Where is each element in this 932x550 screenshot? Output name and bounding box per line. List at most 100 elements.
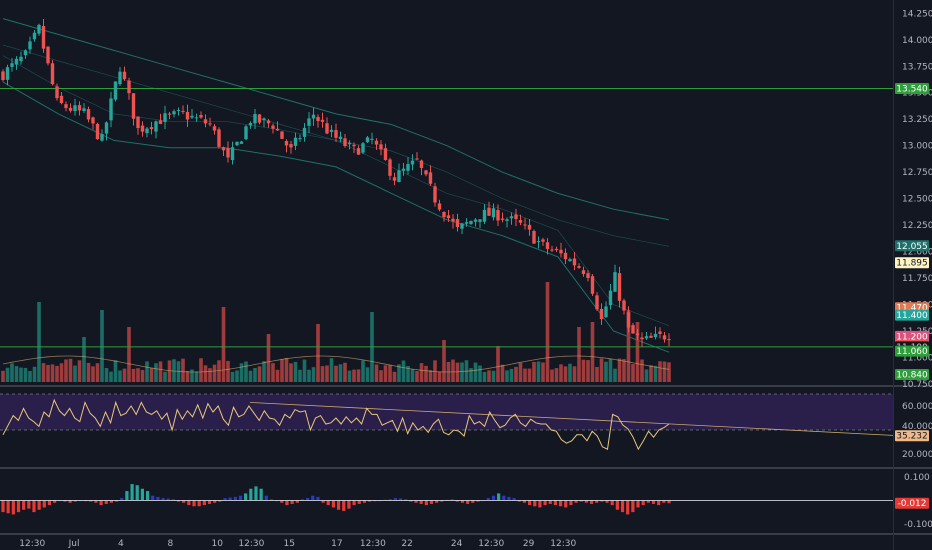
candle <box>545 238 550 255</box>
volume-bar <box>325 365 329 382</box>
candle-body <box>658 331 662 334</box>
price-tick-label: 13.000 <box>902 142 932 152</box>
histogram-bar <box>357 500 361 504</box>
time-tick-label: 12:30 <box>360 539 386 549</box>
volume-bar <box>617 358 622 382</box>
candle-body <box>640 337 644 340</box>
volume-bar <box>167 360 172 382</box>
volume-bar <box>347 370 352 382</box>
histogram-bar <box>662 500 666 503</box>
candle <box>77 101 82 116</box>
histogram-bar <box>47 500 52 506</box>
volume-bar <box>257 366 262 382</box>
bollinger-bands <box>2 18 670 353</box>
rsi-pane[interactable] <box>0 393 894 451</box>
volume-bar <box>455 362 460 382</box>
volume-bar <box>469 368 473 382</box>
histogram-bar <box>367 500 372 502</box>
candle <box>644 331 649 340</box>
volume-bar <box>95 363 100 382</box>
histogram-bar <box>517 500 521 502</box>
rsi-guides <box>0 393 893 431</box>
rsi-trendline[interactable] <box>250 402 894 436</box>
volume-bar <box>100 310 104 382</box>
histogram-bar <box>68 500 72 503</box>
candle <box>316 114 320 128</box>
candle-body <box>59 95 64 103</box>
volume-bar <box>46 364 50 382</box>
volume-average-line <box>2 355 670 373</box>
histogram-bar <box>533 500 537 507</box>
candle-body <box>262 118 266 121</box>
volume-bar <box>118 370 122 382</box>
candle-body <box>505 219 509 221</box>
volume-bar <box>163 371 167 382</box>
candle-body <box>419 160 424 169</box>
candle <box>284 139 289 153</box>
histogram-bar <box>228 497 232 501</box>
volume-bar <box>113 360 118 382</box>
histogram-pane[interactable] <box>0 484 893 515</box>
candle-body <box>586 273 590 278</box>
histogram-bar <box>156 496 160 501</box>
volume-bar <box>473 362 478 382</box>
price-label-box <box>895 345 929 357</box>
candle-body <box>203 119 208 124</box>
histogram-bar <box>306 498 310 501</box>
price-label-box <box>895 368 929 380</box>
volume-bar <box>82 337 86 382</box>
candle <box>59 92 64 105</box>
candle-body <box>307 118 311 126</box>
histogram-bar <box>538 500 542 508</box>
histogram-bar <box>584 500 588 503</box>
volume-bar <box>55 365 59 382</box>
candle-body <box>190 115 194 118</box>
rsi-band-fill <box>0 394 893 430</box>
candle <box>554 246 559 252</box>
histogram-bar <box>223 498 227 501</box>
histogram-bar <box>176 500 181 502</box>
histogram-bar <box>528 500 532 506</box>
candle-body <box>266 120 271 124</box>
candle-body <box>82 108 86 111</box>
candle-body <box>172 111 176 115</box>
price-axis[interactable]: 14.25014.00013.75013.50013.25013.00012.7… <box>895 9 932 530</box>
candle-body <box>77 105 82 111</box>
time-axis[interactable]: 12:30 Jul 4 8 10 12:30 15 17 12:30 22 24 12:30 29 12:… <box>19 539 576 549</box>
time-tick-label: Jul <box>68 539 80 549</box>
candle-body <box>428 172 433 184</box>
candle-body <box>509 216 514 219</box>
candle <box>482 204 487 225</box>
volume-bar <box>338 364 343 382</box>
candle-body <box>617 273 622 301</box>
time-tick-label: 12:30 <box>478 539 504 549</box>
candle-body <box>595 295 599 310</box>
candle <box>433 182 437 207</box>
histogram-bar <box>471 500 475 503</box>
candle-body <box>221 147 226 151</box>
volume-bar <box>41 363 46 382</box>
volume-bar <box>131 368 136 382</box>
candle-body <box>10 63 14 67</box>
histogram-bar <box>151 495 155 501</box>
candle <box>149 121 154 135</box>
candle <box>64 101 68 112</box>
candle <box>275 121 280 131</box>
candle-body <box>500 218 505 220</box>
price-label-box <box>895 240 929 252</box>
candle <box>473 218 478 227</box>
candle-body <box>626 312 631 328</box>
candle <box>10 58 14 72</box>
horizontal-lines[interactable] <box>0 87 893 348</box>
volume-bar <box>415 371 419 382</box>
volume-bar <box>208 368 212 382</box>
volume-bar <box>545 282 550 382</box>
candle-body <box>95 123 100 140</box>
price-pane[interactable] <box>0 18 893 382</box>
histogram-bar <box>11 500 15 515</box>
volume-bar <box>275 369 280 382</box>
candle-body <box>608 290 613 306</box>
histogram-bar <box>130 484 134 501</box>
histogram-bar <box>491 495 496 501</box>
